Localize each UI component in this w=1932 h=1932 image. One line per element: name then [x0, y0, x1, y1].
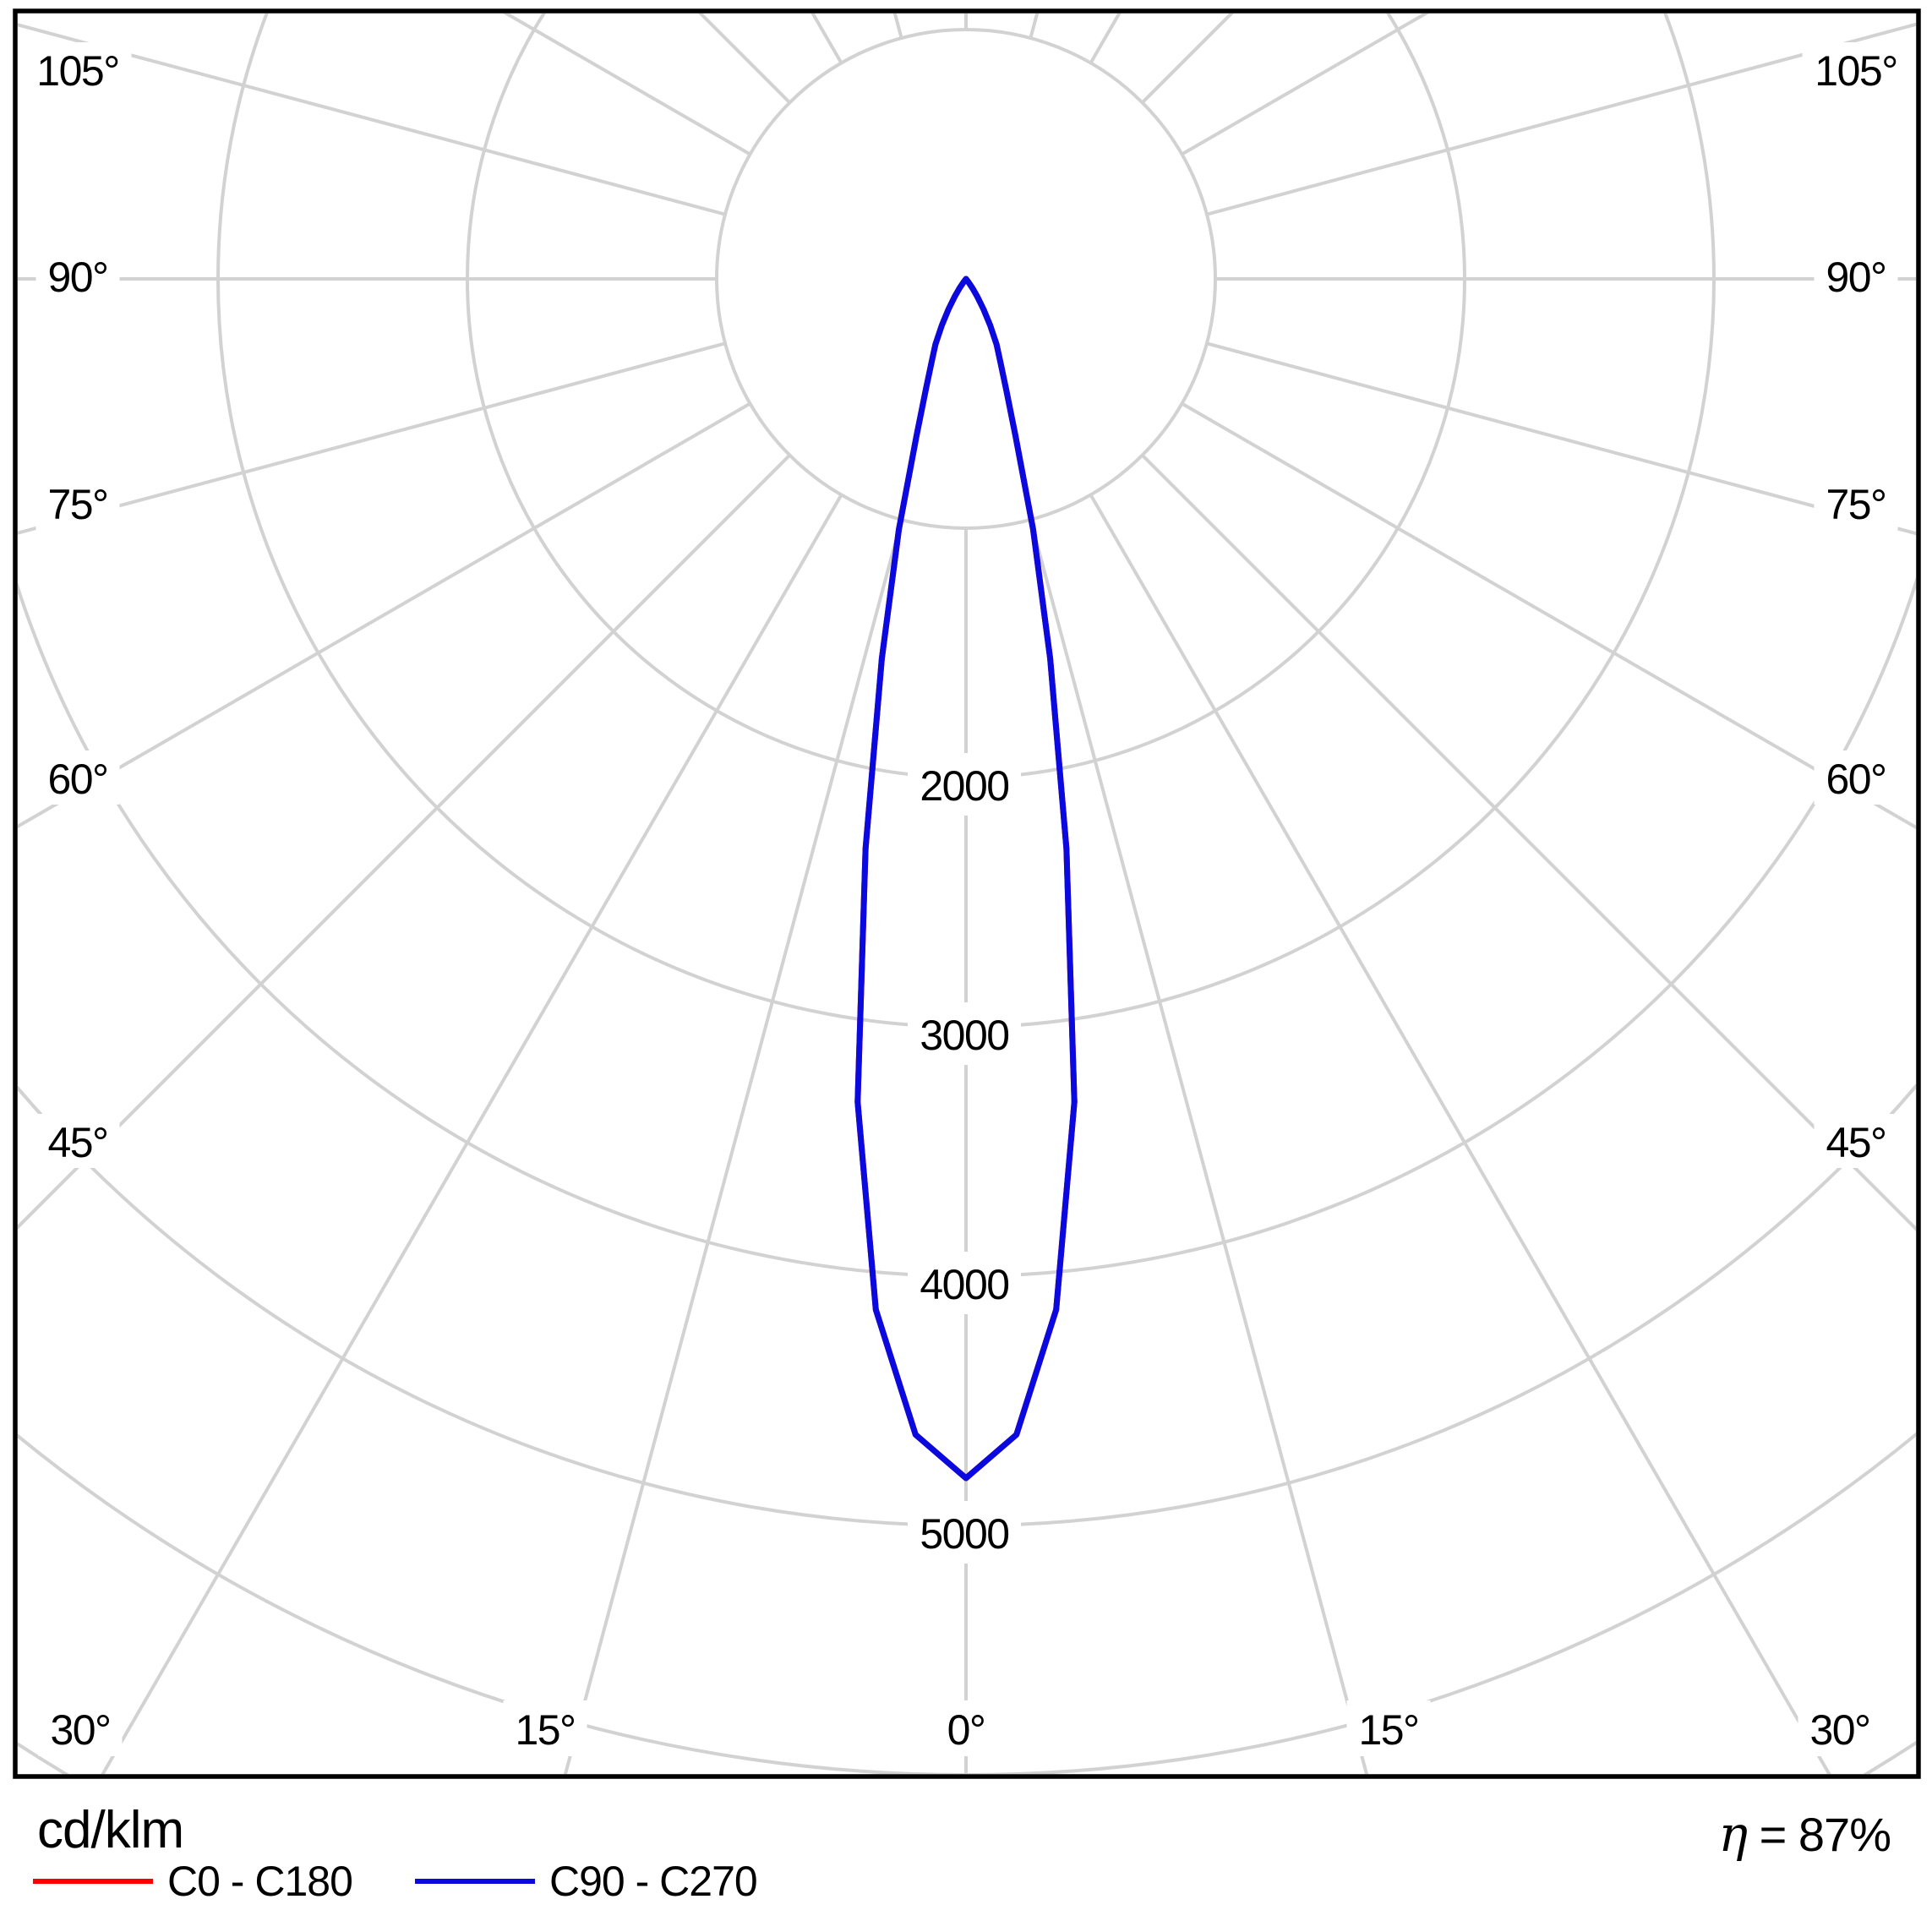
grid-spoke-30: [1089, 494, 1831, 1774]
ring-tick-4000-box: [908, 1252, 1021, 1314]
ring-tick-5000-box: [908, 1501, 1021, 1564]
angle-tick-left-90°-box: [35, 248, 120, 303]
legend-swatch-c90-c270: [415, 1879, 535, 1884]
angle-tick-right-75°-box: [1814, 476, 1898, 530]
grid-spoke--30: [101, 494, 843, 1774]
grid-spoke-45: [1141, 454, 1916, 1231]
grid-spoke--15: [563, 519, 903, 1774]
grid-spoke--60: [18, 401, 751, 829]
angle-tick-bottom-3: 15°: [1358, 1706, 1418, 1754]
grid-spoke-60: [1181, 401, 1916, 830]
angle-tick-bottom-3-box: [1346, 1700, 1431, 1756]
angle-tick-right-105°-box: [1802, 42, 1910, 96]
angle-tick-right-90°: 90°: [1826, 254, 1886, 301]
legend-entry-c0-c180: C0 - C180: [33, 1858, 353, 1905]
angle-tick-left-60°-box: [35, 750, 120, 805]
ring-tick-3000: 3000: [920, 1012, 1008, 1059]
angle-tick-bottom-1: 15°: [515, 1706, 575, 1754]
ring-tick-2000-box: [908, 753, 1021, 816]
angle-tick-left-75°-box: [35, 476, 120, 530]
angle-tick-bottom-0-box: [38, 1700, 123, 1756]
legend-swatch-c0-c180: [33, 1879, 153, 1884]
angle-tick-bottom-2: 0°: [947, 1706, 985, 1754]
unit-label: cd/klm: [37, 1801, 184, 1859]
angle-tick-right-45°-box: [1814, 1114, 1898, 1168]
grid-spoke--75: [18, 341, 726, 535]
angle-tick-left-75°: 75°: [47, 481, 107, 528]
angle-tick-bottom-4: 30°: [1809, 1706, 1869, 1754]
ring-tick-2000: 2000: [920, 762, 1008, 810]
tick-labels: 105° 90° 75° 60° 45° 105° 90° 75° 60° 45° 30° 15° 0°…: [24, 42, 1910, 1756]
angle-tick-right-75°: 75°: [1826, 481, 1886, 528]
angle-tick-left-60°: 60°: [47, 756, 107, 803]
grid-spoke--105: [18, 23, 726, 216]
grid-spoke-105: [1206, 22, 1916, 216]
angle-tick-bottom-4-box: [1798, 1700, 1882, 1756]
ring-tick-4000: 4000: [920, 1261, 1008, 1308]
angle-tick-left-105°-box: [24, 42, 132, 96]
grid-spoke--45: [18, 454, 791, 1230]
curve-c90-c270: [854, 276, 1078, 1482]
eta-symbol: η: [1718, 1805, 1748, 1863]
angle-tick-right-105°: 105°: [1815, 47, 1897, 95]
ring-tick-3000-box: [908, 1002, 1021, 1065]
legend-label-c0-c180: C0 - C180: [167, 1858, 353, 1905]
legend-label-c90-c270: C90 - C270: [549, 1858, 758, 1905]
angle-tick-bottom-2-box: [936, 1700, 996, 1756]
legend-entry-c90-c270: C90 - C270: [415, 1858, 758, 1905]
grid-spoke-75: [1206, 341, 1916, 536]
efficiency-label: η = 87%: [1718, 1805, 1891, 1863]
angle-tick-left-45°: 45°: [47, 1119, 107, 1166]
angle-tick-left-90°: 90°: [47, 254, 107, 301]
angle-tick-right-60°: 60°: [1826, 756, 1886, 803]
angle-tick-bottom-1-box: [503, 1700, 587, 1756]
angle-tick-right-90°-box: [1814, 248, 1898, 303]
angle-tick-bottom-0: 30°: [50, 1706, 110, 1754]
grid-spoke-15: [1029, 519, 1369, 1774]
ring-tick-5000: 5000: [920, 1510, 1008, 1558]
plot-border: [13, 8, 1921, 1779]
angle-tick-right-60°-box: [1814, 750, 1898, 805]
angle-tick-left-45°-box: [35, 1114, 120, 1168]
angle-tick-left-105°: 105°: [36, 47, 118, 95]
efficiency-value: = 87%: [1747, 1808, 1891, 1861]
angle-tick-right-45°: 45°: [1826, 1119, 1886, 1166]
